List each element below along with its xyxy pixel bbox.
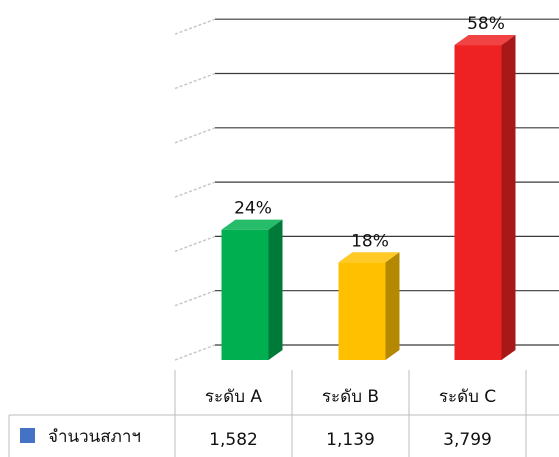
- bar-0-side: [268, 219, 283, 360]
- gridline-depth: [174, 289, 216, 307]
- legend-swatch: [20, 428, 35, 443]
- bar-0-front: [221, 229, 269, 360]
- bar-2-front: [454, 45, 502, 361]
- bar-1-front: [338, 262, 386, 360]
- percent-label: 18%: [351, 231, 389, 251]
- bar-1-top: [338, 252, 400, 263]
- value-label: 1,139: [326, 430, 375, 450]
- category-label: ระดับ B: [322, 387, 379, 407]
- category-label: ระดับ A: [205, 387, 262, 407]
- gridline-depth: [174, 127, 216, 144]
- value-label: 1,582: [209, 430, 258, 450]
- bar-1-side: [385, 252, 400, 360]
- bar-2-top: [454, 35, 516, 46]
- gridline-depth: [174, 344, 216, 361]
- value-label: 3,799: [443, 430, 492, 450]
- category-label: ระดับ C: [439, 387, 496, 407]
- percent-label: 24%: [234, 199, 272, 219]
- percent-labels: 24% 18% 58%: [234, 14, 505, 251]
- series-label: จำนวนสภาฯ: [48, 427, 141, 447]
- gridline-depth: [174, 18, 216, 35]
- gridline-depth: [174, 181, 216, 198]
- bar-2-side: [501, 35, 516, 361]
- gridline-depth: [174, 72, 216, 90]
- data-table: ระดับ A ระดับ B ระดับ C จำนวนสภาฯ 1,582 1,139…: [8, 370, 559, 457]
- gridline-depth: [174, 235, 216, 253]
- percent-label: 58%: [467, 14, 505, 34]
- bars: [221, 35, 516, 361]
- bar-0-top: [221, 219, 283, 230]
